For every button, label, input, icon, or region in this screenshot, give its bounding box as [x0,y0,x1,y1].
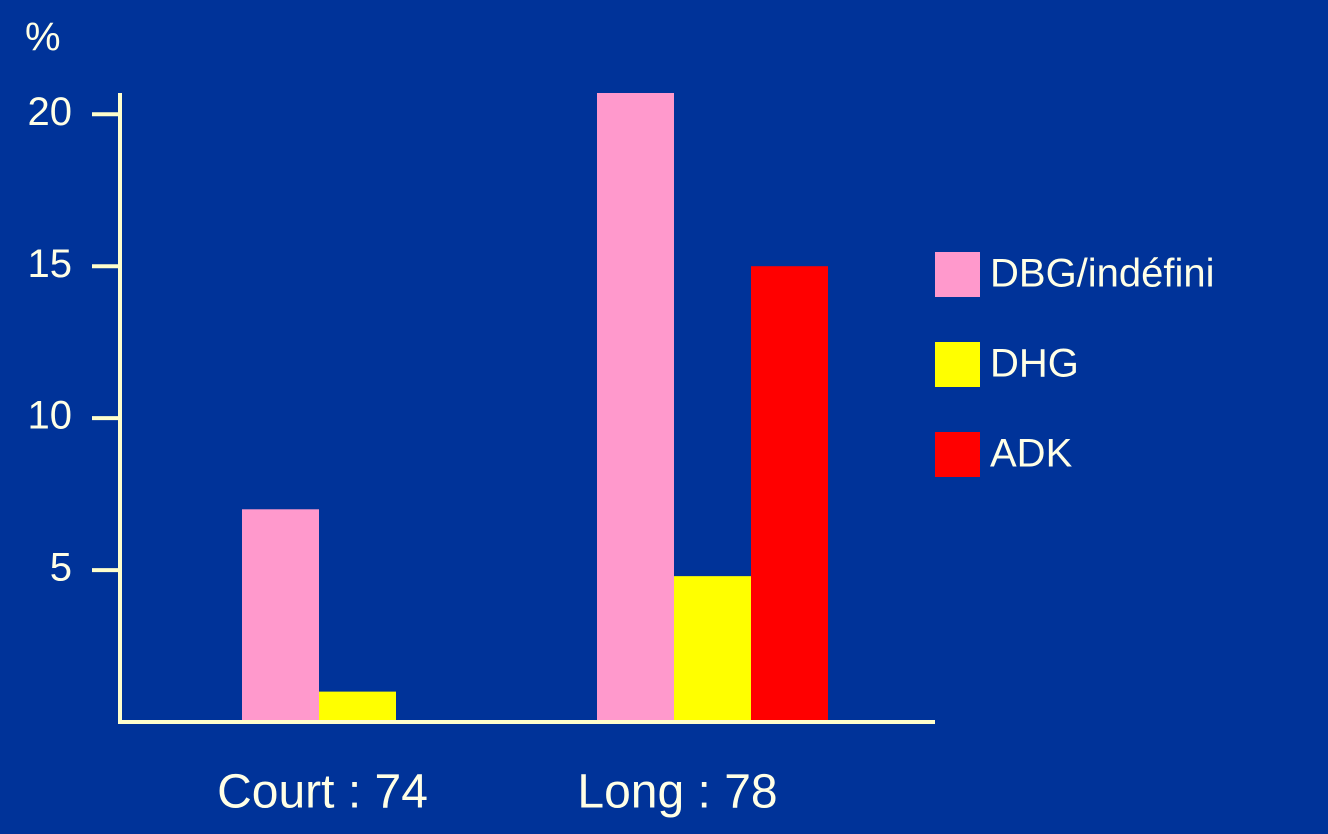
legend-label: ADK [990,432,1073,476]
x-tick-label: Court : 74 [217,766,428,819]
y-axis-label: % [25,16,61,60]
legend-label: DHG [990,342,1079,386]
bar [242,509,319,722]
legend-label: DBG/indéfini [990,252,1215,296]
y-tick-label: 20 [28,90,73,134]
legend-swatch [935,432,980,477]
y-tick-label: 15 [28,242,73,286]
legend-swatch [935,252,980,297]
bar [597,93,674,722]
bar [674,576,751,722]
bar [751,266,828,722]
y-tick-label: 5 [50,546,72,590]
legend-swatch [935,342,980,387]
bar [319,691,396,722]
x-tick-label: Long : 78 [577,766,777,819]
y-tick-label: 10 [28,394,73,438]
